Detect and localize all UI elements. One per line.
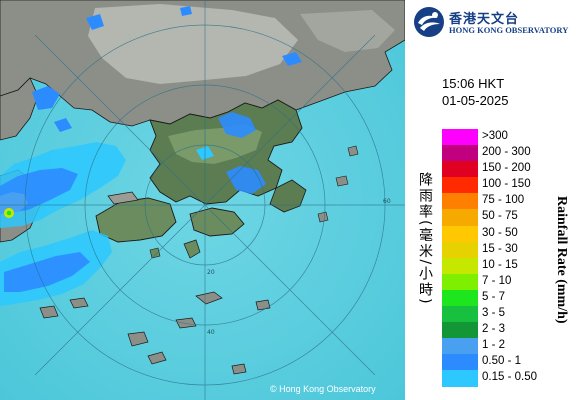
southern-island-3 [127,331,149,347]
legend-bin: 75 - 100 [442,193,562,210]
legend-title-en: Rainfall Rate (mm/h) [554,196,569,324]
rain-echo-top [86,14,104,30]
legend-bin: >300 [442,129,562,146]
southern-island-1 [195,291,223,305]
sai-kung [269,179,307,213]
rain-echo-top-2 [180,6,192,16]
legend-bin: 200 - 300 [442,145,562,162]
southern-island-4 [147,351,167,365]
legend-title-cn: 降雨率(毫米/小時) [417,172,433,306]
eastern-island-1 [317,211,329,223]
legend-swatch [442,225,478,242]
legend-swatch [442,161,478,178]
southern-island-5 [231,363,247,375]
legend-swatch [442,306,478,323]
legend-swatch [442,322,478,339]
radar-map: 20 40 60 © Hong Kong Observatory [0,0,405,400]
legend-label: 3 - 5 [482,307,506,320]
legend-label: >300 [482,130,508,142]
legend-swatch [442,145,478,162]
legend-swatch [442,289,478,307]
legend-label: 1 - 2 [482,339,506,352]
legend-swatch [442,177,478,194]
western-land [0,77,39,141]
legend-label: 15 - 30 [482,242,518,255]
legend-bin: 100 - 150 [442,177,562,194]
lamma-island [183,239,201,259]
southern-island-7 [39,305,59,319]
legend-label: 75 - 100 [482,194,525,207]
legend-bin: 15 - 30 [442,241,562,258]
legend-bin: 50 - 75 [442,209,562,226]
range-label-60: 60 [383,198,391,205]
rain-echo-southwest-core [4,252,90,292]
legend-bin: 2 - 3 [442,322,562,339]
rainfall-scale: >300 200 - 300 150 - 200 100 - 150 75 - … [442,129,562,387]
rain-echo-northwest-2 [54,118,72,132]
small-island-1 [149,247,161,259]
mainland-urban-east [300,10,395,52]
rain-echo-northwest [32,86,60,110]
radar-time: 15:06 HKT [442,76,505,91]
legend-label: 200 - 300 [482,146,531,159]
range-label-40: 40 [207,329,215,336]
copyright-text: © Hong Kong Observatory [270,384,376,394]
mainland-urban [88,4,298,84]
legend-swatch [442,129,478,146]
legend-bin: 7 - 10 [442,273,562,290]
eastern-island-2 [335,175,349,187]
southern-island-6 [255,299,271,311]
legend-swatch [442,338,478,355]
southern-island-8 [69,297,89,309]
hko-logo-icon [414,7,444,37]
hko-logo: 香港天文台 HONG KONG OBSERVATORY [413,6,573,38]
legend-label: 150 - 200 [482,162,531,175]
legend-swatch [442,193,478,210]
southern-island-2 [175,317,197,329]
legend-bin: 10 - 15 [442,257,562,274]
range-label-20: 20 [207,269,215,276]
legend-label: 100 - 150 [482,178,531,191]
legend-bin: 30 - 50 [442,225,562,242]
legend-label: 2 - 3 [482,323,506,336]
rain-echo-nt [218,112,256,138]
airport-island [107,191,139,205]
legend-bin: 0.50 - 1 [442,354,562,371]
eastern-island-3 [347,145,359,157]
rain-echo-northeast [282,52,302,66]
radar-date: 01-05-2025 [442,93,509,108]
legend-swatch [442,257,478,274]
legend-label: 5 - 7 [482,290,506,303]
legend-swatch [442,273,478,290]
legend-label: 0.15 - 0.50 [482,371,537,384]
legend-swatch [442,354,478,371]
range-rings [0,0,405,400]
legend-swatch [442,370,478,387]
legend-label: 10 - 15 [482,258,518,271]
legend-bin: 0.15 - 0.50 [442,370,562,387]
hko-name-en: HONG KONG OBSERVATORY [449,25,569,35]
radar-map-canvas: 20 40 60 [0,0,405,400]
legend-label: 30 - 50 [482,226,518,239]
legend-label: 50 - 75 [482,210,518,223]
hko-name-cn: 香港天文台 [449,12,520,27]
range-axis-diag-2 [34,34,376,376]
legend-bin: 5 - 7 [442,289,562,307]
hong-kong-island [189,207,245,237]
legend-bin: 3 - 5 [442,306,562,323]
legend-panel: 香港天文台 HONG KONG OBSERVATORY 15:06 HKT 01… [405,0,577,400]
legend-label: 0.50 - 1 [482,355,521,368]
legend-swatch [442,209,478,226]
legend-label: 7 - 10 [482,274,512,287]
legend-bin: 150 - 200 [442,161,562,178]
legend-swatch [442,241,478,258]
legend-bin: 1 - 2 [442,338,562,355]
rain-cell-heavy-core [6,210,12,216]
